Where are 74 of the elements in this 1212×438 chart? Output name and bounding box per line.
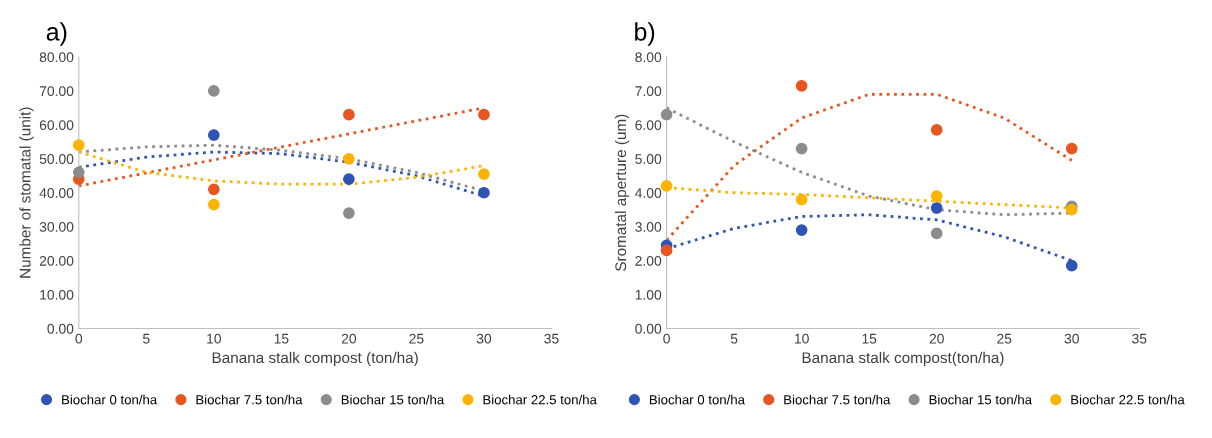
- y-tick-label: 6.00: [635, 120, 662, 130]
- legend-label: Biochar 15 ton/ha: [341, 394, 445, 405]
- point: [1065, 142, 1078, 155]
- legend-label: Biochar 22.5 ton/ha: [483, 394, 597, 405]
- point: [207, 129, 220, 141]
- point: [795, 193, 808, 206]
- y-tick-label: 5.00: [635, 154, 662, 164]
- legend-label: Biochar 22.5 ton/ha: [1071, 394, 1185, 405]
- x-tick-label: 35: [544, 333, 559, 344]
- point: [343, 207, 355, 219]
- x-tick-label: 35: [1132, 333, 1147, 344]
- y-tick-label: 0.00: [47, 323, 74, 334]
- point: [343, 152, 355, 165]
- point: [207, 183, 220, 196]
- point: [660, 108, 673, 121]
- point: [930, 190, 943, 202]
- y-tick-label: 4.00: [635, 188, 662, 198]
- point: [930, 227, 943, 240]
- x-axis-title: Banana stalk compost (ton/ha): [212, 351, 418, 367]
- point: [343, 108, 355, 121]
- x-tick-label: 25: [409, 333, 424, 344]
- point: [72, 139, 85, 152]
- chart-title: b): [635, 22, 655, 46]
- x-tick-label: 0: [663, 333, 670, 344]
- y-tick-label: 40.00: [39, 188, 74, 198]
- x-tick-label: 30: [1064, 333, 1079, 344]
- y-tick-label: 80.00: [39, 52, 74, 63]
- x-tick-label: 10: [207, 333, 222, 344]
- point: [930, 124, 943, 136]
- point: [478, 186, 490, 199]
- legend-label: Biochar 7.5 ton/ha: [196, 394, 303, 405]
- y-tick-label: 20.00: [39, 255, 74, 266]
- y-tick-label: 7.00: [635, 86, 662, 97]
- y-tick-label: 30.00: [39, 222, 74, 232]
- legend-label: Biochar 0 ton/ha: [62, 394, 158, 405]
- point: [795, 224, 808, 236]
- y-tick-label: 2.00: [635, 255, 662, 266]
- y-tick-label: 60.00: [39, 120, 74, 130]
- x-tick-label: 25: [997, 333, 1012, 344]
- x-tick-label: 5: [143, 333, 150, 344]
- point: [343, 173, 355, 185]
- y-tick-label: 10.00: [40, 289, 74, 300]
- point: [930, 202, 943, 214]
- point: [1065, 259, 1078, 272]
- legend-label: Biochar 15 ton/ha: [929, 394, 1033, 405]
- y-axis-title: Sromatal aperture (um): [614, 114, 630, 271]
- y-tick-label: 1.00: [635, 289, 662, 300]
- x-tick-label: 20: [929, 333, 944, 344]
- x-tick-label: 20: [341, 333, 357, 344]
- legend-label: Biochar 7.5 ton/ha: [784, 394, 891, 405]
- y-tick-label: 3.00: [635, 222, 662, 232]
- x-axis-title: Banana stalk compost(ton/ha): [802, 351, 1004, 367]
- x-tick-label: 15: [862, 333, 877, 344]
- y-axis-title: Number of stomatal (unit): [19, 107, 34, 278]
- y-tick-label: 8.00: [635, 52, 662, 63]
- point: [660, 244, 673, 257]
- x-tick-label: 15: [274, 333, 289, 344]
- x-tick-label: 30: [476, 333, 492, 344]
- point: [795, 142, 808, 155]
- y-tick-label: 0.00: [635, 323, 662, 334]
- chart-title: a): [46, 22, 67, 46]
- point: [72, 166, 85, 179]
- point: [207, 85, 220, 97]
- x-tick-label: 0: [75, 333, 83, 344]
- y-tick-label: 50.00: [39, 154, 74, 164]
- x-tick-label: 5: [730, 333, 738, 344]
- legend-label: Biochar 0 ton/ha: [649, 394, 745, 405]
- point: [660, 180, 673, 192]
- y-tick-label: 70.00: [39, 86, 74, 97]
- point: [207, 198, 220, 211]
- point: [795, 79, 808, 92]
- point: [478, 108, 490, 121]
- x-tick-label: 10: [794, 333, 809, 344]
- point: [478, 168, 490, 180]
